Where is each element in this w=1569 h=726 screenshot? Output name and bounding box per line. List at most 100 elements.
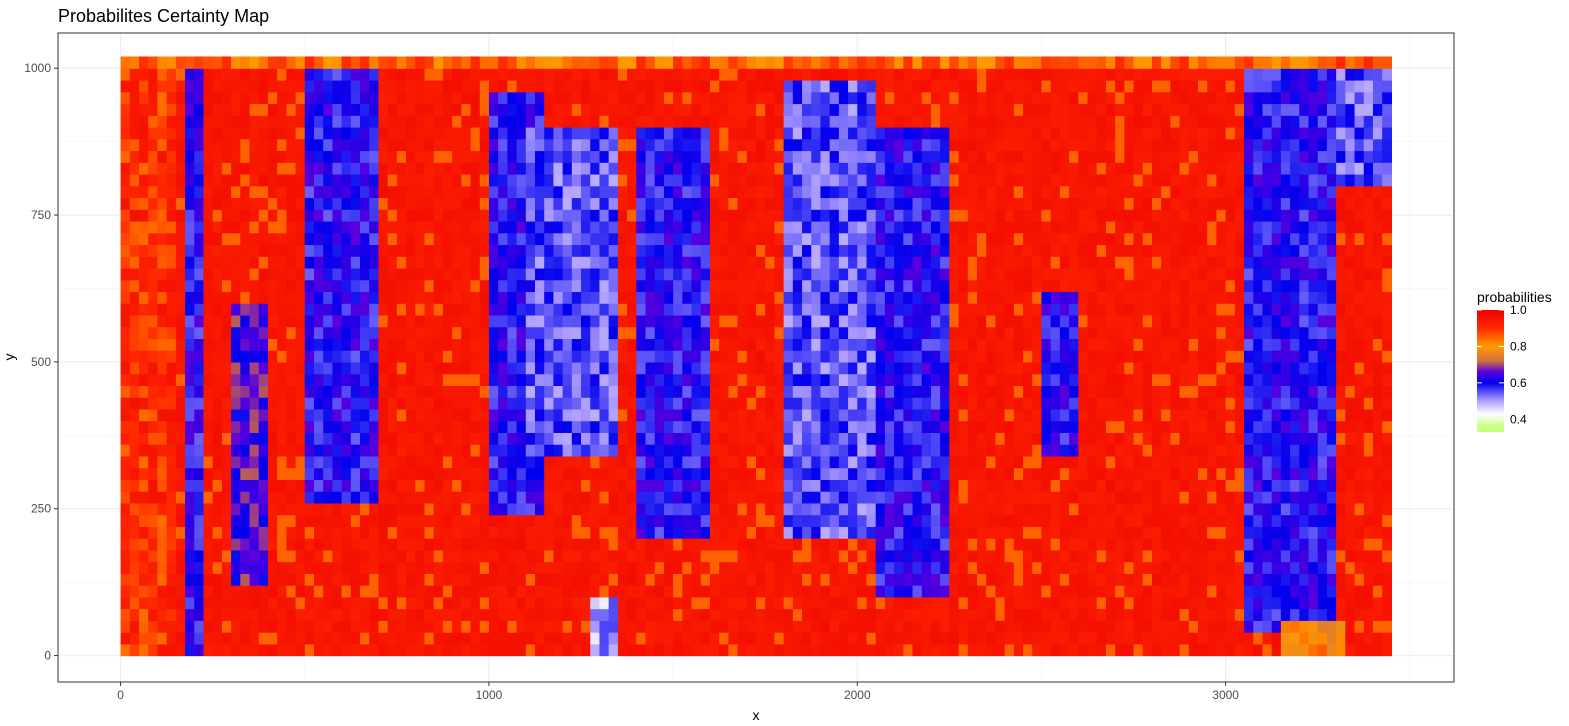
heatmap-cell (875, 291, 886, 304)
heatmap-cell (765, 91, 776, 105)
heatmap-cell (470, 526, 481, 539)
heatmap-cell (590, 291, 601, 304)
heatmap-cell (691, 361, 702, 375)
heatmap-cell (498, 643, 508, 657)
heatmap-cell (756, 561, 766, 574)
heatmap-cell (240, 420, 251, 433)
heatmap-cell (525, 79, 536, 93)
heatmap-cell (654, 467, 665, 480)
heatmap-cell (240, 408, 251, 422)
heatmap-cell (157, 220, 168, 234)
heatmap-cell (995, 303, 1006, 316)
heatmap-cell (581, 150, 591, 163)
heatmap-cell (452, 491, 462, 504)
heatmap-cell (516, 232, 527, 246)
heatmap-cell (820, 314, 831, 328)
heatmap-cell (562, 115, 573, 128)
heatmap-cell (470, 467, 481, 480)
heatmap-cell (129, 397, 140, 410)
heatmap-cell (369, 279, 380, 293)
heatmap-cell (479, 526, 490, 539)
heatmap-cell (581, 303, 591, 316)
heatmap-cell (553, 538, 564, 551)
heatmap-cell (304, 596, 315, 610)
heatmap-cell (231, 491, 241, 504)
heatmap-cell (304, 538, 315, 551)
heatmap-cell (663, 479, 674, 492)
heatmap-cell (977, 538, 987, 551)
heatmap-cell (986, 138, 997, 152)
heatmap-cell (930, 173, 941, 187)
heatmap-cell (387, 632, 398, 645)
heatmap-cell (866, 244, 877, 257)
heatmap-cell (802, 314, 812, 328)
heatmap-cell (323, 620, 334, 633)
heatmap-cell (535, 173, 545, 187)
heatmap-cell (967, 338, 978, 351)
heatmap-cell (581, 79, 591, 93)
heatmap-cell (221, 620, 232, 633)
heatmap-cell (406, 279, 416, 293)
heatmap-cell (470, 291, 481, 304)
heatmap-cell (295, 643, 306, 657)
heatmap-cell (728, 385, 739, 398)
heatmap-cell (654, 573, 665, 586)
heatmap-cell (304, 68, 315, 81)
heatmap-cell (148, 561, 159, 574)
heatmap-cell (452, 56, 462, 69)
heatmap-cell (995, 561, 1006, 574)
heatmap-cell (313, 220, 324, 234)
heatmap-cell (709, 620, 720, 633)
heatmap-cell (562, 197, 573, 210)
heatmap-cell (258, 397, 269, 410)
heatmap-cell (544, 291, 555, 304)
heatmap-cell (792, 162, 803, 175)
heatmap-cell (848, 491, 858, 504)
heatmap-cell (139, 526, 149, 539)
heatmap-cell (820, 126, 831, 140)
heatmap-cell (424, 91, 435, 105)
heatmap-cell (553, 608, 564, 621)
heatmap-cell (341, 103, 352, 116)
heatmap-cell (691, 549, 702, 563)
heatmap-cell (535, 561, 545, 574)
heatmap-cell (166, 596, 177, 610)
heatmap-cell (608, 444, 619, 457)
heatmap-cell (231, 643, 241, 657)
heatmap-cell (341, 91, 352, 105)
heatmap-cell (590, 526, 601, 539)
heatmap-cell (470, 444, 481, 457)
heatmap-cell (857, 79, 868, 93)
heatmap-cell (221, 467, 232, 480)
heatmap-cell (396, 373, 407, 386)
heatmap-cell (737, 291, 748, 304)
heatmap-cell (608, 185, 619, 199)
heatmap-cell (313, 632, 324, 645)
heatmap-cell (424, 244, 435, 257)
heatmap-cell (313, 338, 324, 351)
heatmap-cell (295, 444, 306, 457)
heatmap-cell (1004, 350, 1015, 363)
heatmap-cell (378, 185, 389, 199)
heatmap-cell (709, 173, 720, 187)
heatmap-cell (148, 408, 159, 422)
heatmap-cell (848, 256, 858, 269)
heatmap-cell (231, 162, 241, 175)
heatmap-cell (258, 373, 269, 386)
heatmap-cell (120, 220, 131, 234)
heatmap-cell (332, 185, 343, 199)
heatmap-cell (728, 115, 739, 128)
heatmap-cell (783, 350, 794, 363)
heatmap-cell (461, 173, 472, 187)
heatmap-cell (848, 291, 858, 304)
heatmap-cell (286, 256, 297, 269)
heatmap-cell (415, 444, 426, 457)
heatmap-cell (350, 126, 361, 140)
heatmap-cell (148, 326, 159, 340)
heatmap-cell (719, 291, 729, 304)
heatmap-cell (894, 291, 904, 304)
heatmap-cell (930, 220, 941, 234)
heatmap-cell (792, 244, 803, 257)
heatmap-cell (691, 314, 702, 328)
heatmap-cell (820, 549, 831, 563)
